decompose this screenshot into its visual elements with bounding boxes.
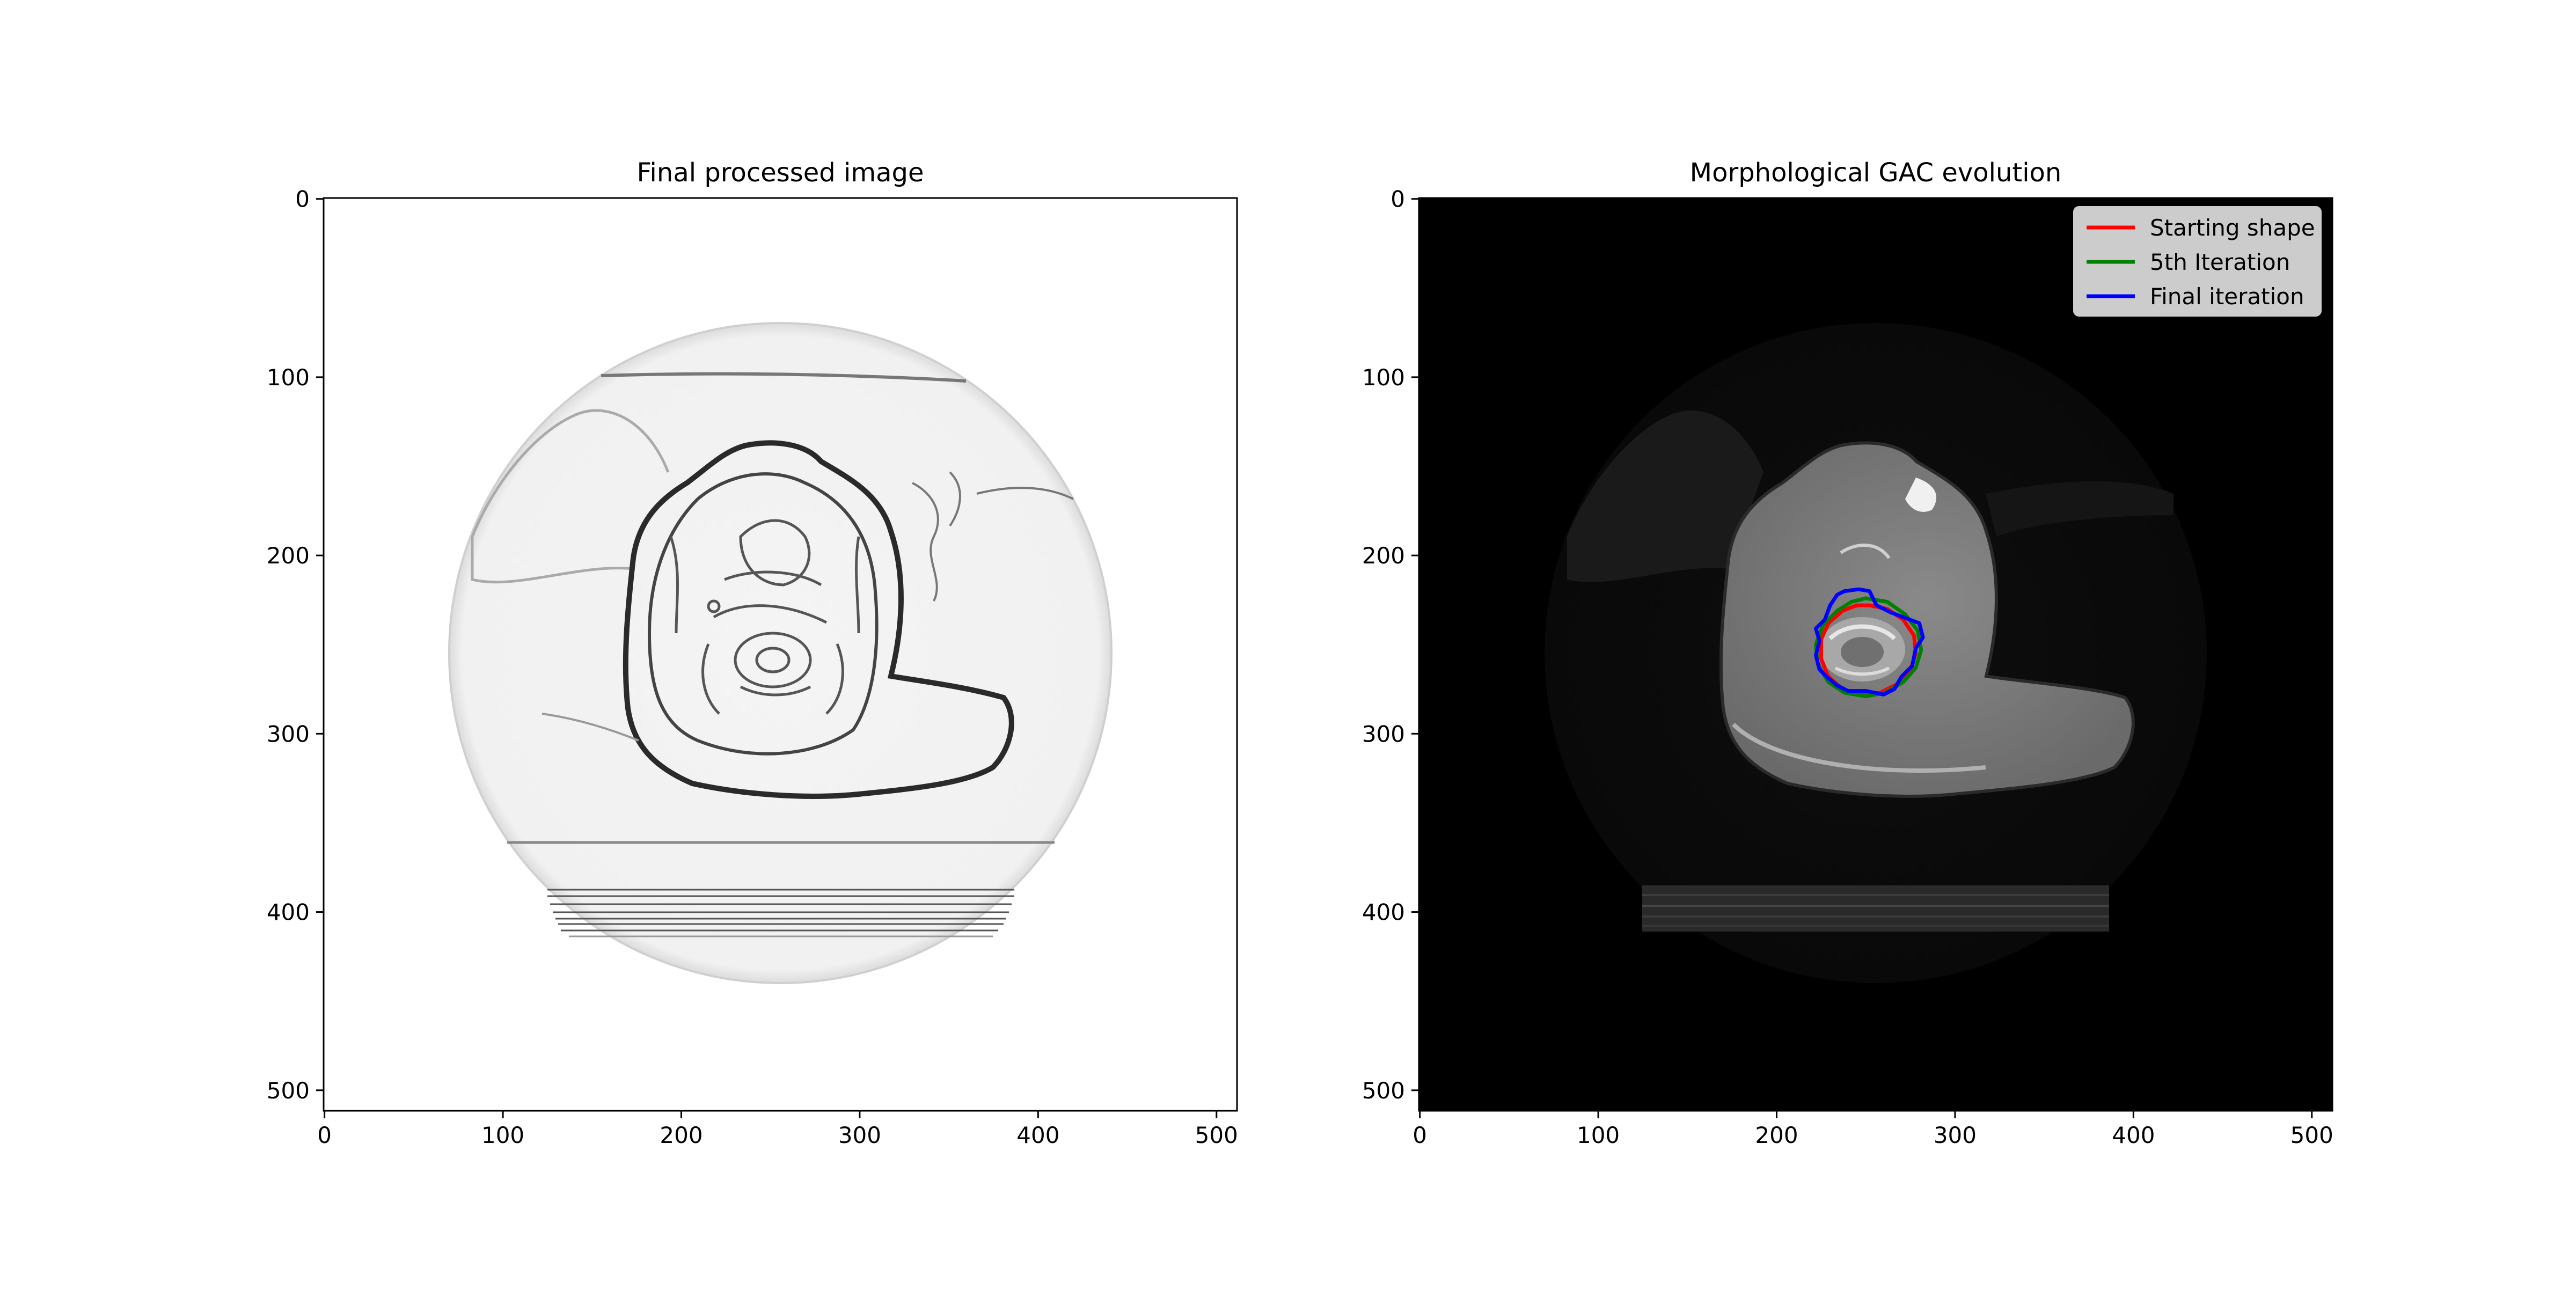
table-dark bbox=[1642, 885, 2109, 932]
x-tick-label: 500 bbox=[2290, 1122, 2333, 1148]
internal-structures bbox=[669, 519, 860, 715]
head-outline bbox=[623, 440, 1014, 799]
legend-box bbox=[2073, 206, 2322, 317]
jaw-structure bbox=[1840, 544, 1891, 559]
top-edge-line bbox=[601, 372, 967, 383]
lower-fat-band bbox=[1732, 723, 1986, 773]
series-2-contour bbox=[1814, 587, 1925, 697]
x-tick-label: 200 bbox=[1755, 1122, 1798, 1148]
panel-right-ticks: 0 100 200 300 400 500 0 100 200 300 400 500 bbox=[1362, 186, 2333, 1148]
y-tick-label: 500 bbox=[1362, 1078, 1405, 1104]
panel-left-image bbox=[324, 198, 1237, 1111]
y-tick-label: 400 bbox=[1362, 899, 1405, 926]
y-tick-label: 200 bbox=[267, 543, 310, 569]
fov-disk bbox=[448, 322, 1113, 984]
vertebra bbox=[1819, 617, 1905, 681]
y-tick-label: 0 bbox=[295, 186, 310, 212]
x-tick-label: 0 bbox=[317, 1122, 332, 1148]
x-tick-label: 300 bbox=[838, 1122, 881, 1148]
y-tick-label: 400 bbox=[267, 899, 310, 926]
arm-dark bbox=[1567, 410, 1763, 582]
y-tick-label: 100 bbox=[1362, 364, 1405, 391]
left-arm-outline bbox=[471, 409, 670, 584]
x-tick-label: 100 bbox=[1577, 1122, 1620, 1148]
head-inner-outline bbox=[647, 472, 879, 756]
y-tick-label: 500 bbox=[267, 1078, 310, 1104]
y-tick-label: 300 bbox=[1362, 721, 1405, 747]
panel-right-image bbox=[1419, 198, 2332, 1111]
right-structures bbox=[912, 471, 1074, 602]
legend-label-0: Starting shape bbox=[2150, 215, 2315, 241]
x-tick-label: 200 bbox=[660, 1122, 702, 1148]
x-tick-label: 100 bbox=[481, 1122, 524, 1148]
panel-right: Morphological GAC evolution bbox=[1362, 158, 2333, 1148]
x-tick-label: 500 bbox=[1195, 1122, 1238, 1148]
panel-right-title: Morphological GAC evolution bbox=[1690, 158, 2062, 188]
panel-left-title: Final processed image bbox=[636, 158, 924, 188]
x-tick-label: 300 bbox=[1934, 1122, 1977, 1148]
legend-items: Starting shape 5th Iteration Final iterati… bbox=[2087, 215, 2315, 310]
panel-right-frame bbox=[1418, 197, 2333, 1112]
legend-label-1: 5th Iteration bbox=[2150, 249, 2290, 275]
right-tissue-dark bbox=[1986, 481, 2174, 537]
table-lines bbox=[547, 889, 1014, 932]
y-tick-label: 100 bbox=[267, 364, 310, 391]
y-tick-label: 300 bbox=[267, 721, 310, 747]
x-tick-label: 400 bbox=[2112, 1122, 2155, 1148]
legend-label-2: Final iteration bbox=[2150, 283, 2304, 310]
left-faint-line bbox=[541, 713, 639, 742]
panel-left-frame bbox=[323, 197, 1238, 1112]
panel-left-ticks: 0 100 200 300 400 500 0 100 200 300 400 500 bbox=[267, 186, 1238, 1148]
x-tick-label: 400 bbox=[1016, 1122, 1059, 1148]
panel-left: Final processed image bbox=[267, 158, 1238, 1148]
bright-bone bbox=[1905, 478, 1937, 512]
legend: Starting shape 5th Iteration Final iterati… bbox=[2073, 206, 2322, 317]
contour-series bbox=[1814, 587, 1925, 699]
series-1-contour bbox=[1814, 596, 1923, 699]
y-tick-label: 0 bbox=[1391, 186, 1405, 212]
x-tick-label: 0 bbox=[1413, 1122, 1427, 1148]
head-tissue bbox=[1719, 441, 2135, 798]
y-tick-label: 200 bbox=[1362, 543, 1405, 569]
